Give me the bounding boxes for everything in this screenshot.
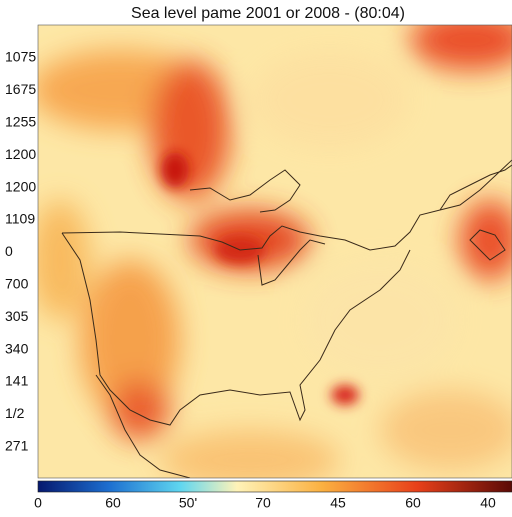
colorbar-label: 70 — [255, 495, 271, 511]
labels: 10751675125512001200110907003053401411/2… — [5, 49, 496, 511]
heatmap — [38, 25, 512, 478]
y-label: 0 — [5, 243, 13, 259]
map-frame — [37, 24, 512, 479]
y-label: 271 — [5, 438, 29, 454]
y-label: 1200 — [5, 146, 36, 162]
y-label: 1109 — [5, 211, 35, 227]
y-label: 305 — [5, 308, 29, 324]
y-label: 1200 — [5, 178, 36, 194]
colorbar — [37, 480, 512, 493]
colorbar-label: 40 — [480, 495, 496, 511]
map-title: Sea level pame 2001 or 2008 - (80:04) — [131, 5, 405, 22]
colorbar-label: 50' — [179, 495, 197, 511]
y-label: 1675 — [5, 81, 36, 97]
colorbar-label: 45 — [330, 495, 346, 511]
y-label: 141 — [5, 373, 29, 389]
y-label: 1075 — [5, 49, 36, 65]
y-label: 1255 — [5, 114, 36, 130]
colorbar-label: 0 — [34, 495, 42, 511]
colorbar-label: 60 — [105, 495, 121, 511]
y-label: 1/2 — [5, 405, 25, 421]
colorbar-label: 60 — [405, 495, 421, 511]
y-label: 700 — [5, 276, 29, 292]
y-label: 340 — [5, 340, 29, 356]
